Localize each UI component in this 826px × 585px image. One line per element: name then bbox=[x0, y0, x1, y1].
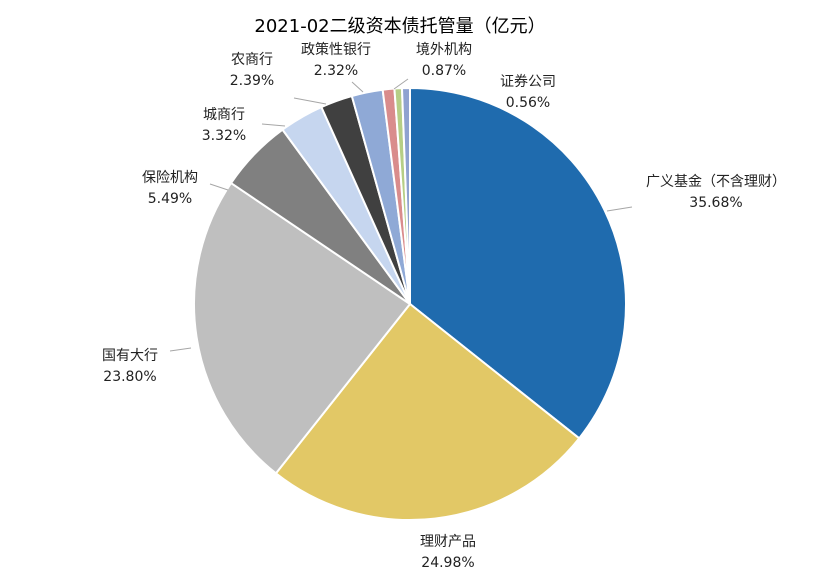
slice-label-name: 政策性银行 bbox=[301, 41, 371, 58]
leader-line bbox=[261, 123, 286, 127]
slice-label-name: 广义基金（不含理财） bbox=[646, 173, 786, 190]
leader-line bbox=[209, 183, 229, 191]
slice-label-value: 2.39% bbox=[230, 73, 274, 89]
pie-slice bbox=[274, 302, 581, 522]
pie-slices bbox=[193, 86, 628, 522]
leader-line bbox=[393, 78, 409, 90]
pie-slice bbox=[193, 181, 412, 475]
leader-lines bbox=[169, 78, 633, 352]
slice-label-name: 国有大行 bbox=[102, 348, 158, 364]
slice-label-value: 24.98% bbox=[421, 555, 474, 571]
slice-label-name: 城商行 bbox=[203, 107, 245, 123]
slice-label-name: 证券公司 bbox=[500, 74, 556, 90]
slice-label-value: 2.32% bbox=[314, 63, 358, 79]
slice-label-name: 境外机构 bbox=[416, 42, 472, 58]
slice-label-value: 0.87% bbox=[422, 63, 466, 79]
slice-label-value: 35.68% bbox=[689, 195, 742, 211]
slice-label-value: 5.49% bbox=[148, 191, 192, 207]
slice-label-value: 23.80% bbox=[103, 369, 156, 385]
slice-label-name: 理财产品 bbox=[420, 534, 476, 550]
leader-line bbox=[293, 97, 327, 105]
leader-line bbox=[169, 347, 192, 352]
slice-label-value: 3.32% bbox=[202, 128, 246, 144]
leader-line bbox=[351, 81, 364, 93]
leader-line bbox=[606, 206, 633, 212]
pie-slice bbox=[409, 86, 628, 440]
slice-labels: 广义基金（不含理财） 35.68% 理财产品 24.98% 国有大行 23.80% 保险机构… bbox=[102, 41, 786, 571]
slice-label-value: 0.56% bbox=[506, 95, 550, 111]
slice-label-name: 保险机构 bbox=[142, 170, 198, 186]
chart-title: 2021-02二级资本债托管量（亿元） bbox=[254, 16, 545, 37]
slice-label-name: 农商行 bbox=[231, 52, 273, 68]
pie-slice bbox=[400, 86, 411, 305]
